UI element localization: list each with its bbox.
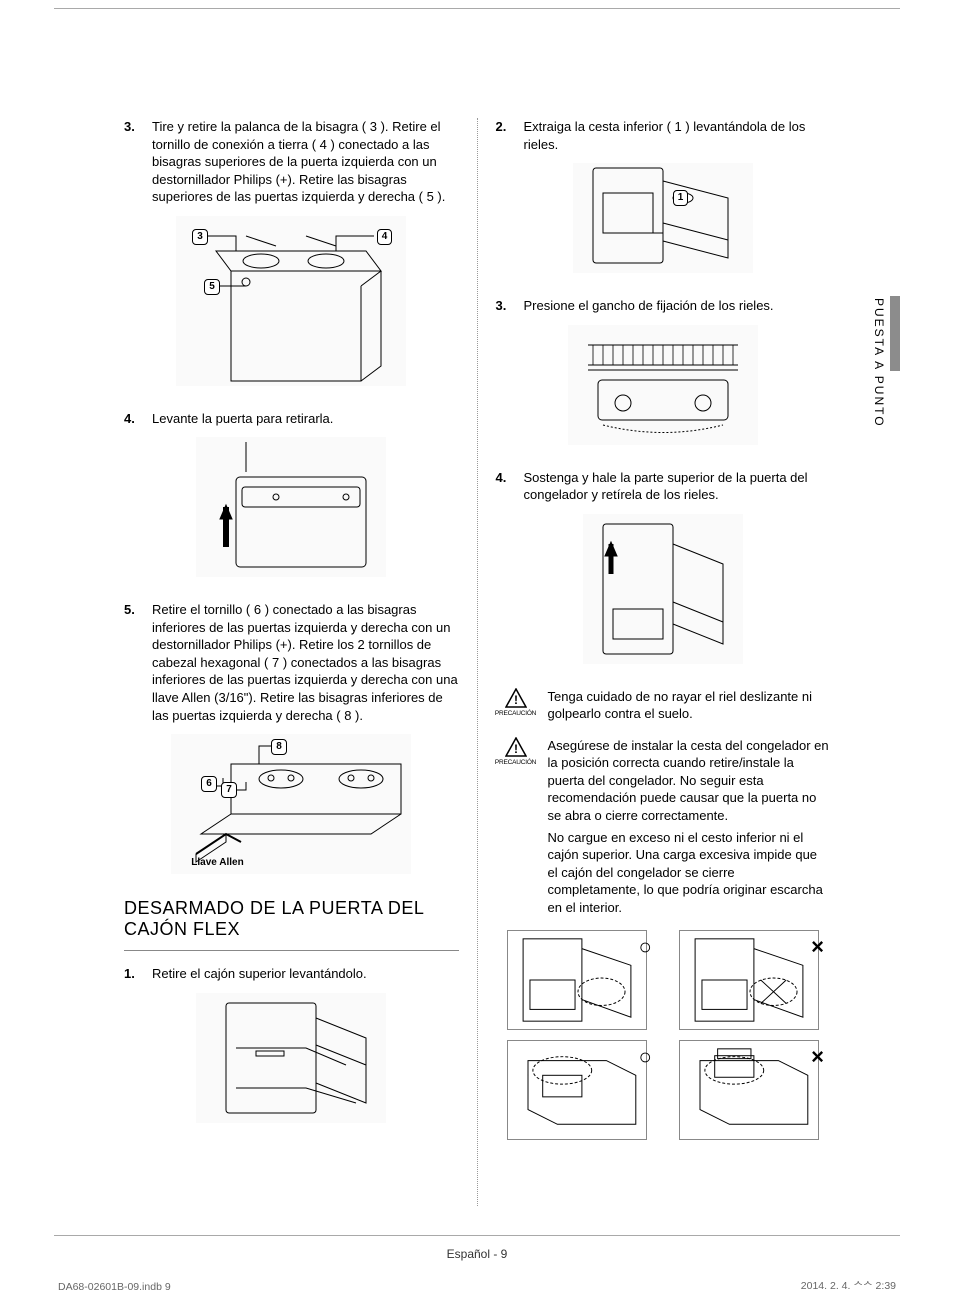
bad-bottom-illustration bbox=[679, 1040, 819, 1140]
ok-mark: ○ bbox=[638, 1044, 651, 1070]
step-text: Retire el tornillo ( 6 ) conectado a las… bbox=[152, 601, 459, 724]
basket-remove-illustration bbox=[573, 163, 753, 273]
caution-2: ! PRECAUCIÓN Asegúrese de instalar la ce… bbox=[496, 737, 831, 916]
left-figure-4 bbox=[124, 437, 459, 577]
grid-cell-bad-top: × bbox=[668, 930, 830, 1030]
ok-top-illustration bbox=[507, 930, 647, 1030]
grid-cell-ok-top: ○ bbox=[496, 930, 658, 1030]
step-text: Sostenga y hale la parte superior de la … bbox=[524, 469, 831, 504]
callout-1: 1 bbox=[673, 190, 689, 206]
step-text: Levante la puerta para retirarla. bbox=[152, 410, 459, 428]
step-number: 4. bbox=[496, 469, 514, 504]
bad-mark: × bbox=[811, 1044, 824, 1070]
right-figure-2: 1 bbox=[496, 163, 831, 273]
left-step-4: 4. Levante la puerta para retirarla. bbox=[124, 410, 459, 428]
left-step-3: 3. Tire y retire la palanca de la bisagr… bbox=[124, 118, 459, 206]
caution-text-wrap: Asegúrese de instalar la cesta del conge… bbox=[548, 737, 831, 916]
hinge-top-illustration bbox=[176, 216, 406, 386]
svg-text:!: ! bbox=[514, 742, 518, 756]
right-figure-3 bbox=[496, 325, 831, 445]
callout-7: 7 bbox=[221, 782, 237, 798]
caution-icon: ! PRECAUCIÓN bbox=[496, 737, 536, 916]
step-number: 2. bbox=[496, 118, 514, 153]
caution-icon: ! PRECAUCIÓN bbox=[496, 688, 536, 723]
grid-cell-bad-bottom: × bbox=[668, 1040, 830, 1140]
lift-door-illustration bbox=[196, 437, 386, 577]
left-figure-5: 6 7 8 Llave Allen bbox=[124, 734, 459, 874]
correct-incorrect-grid: ○ × bbox=[496, 930, 831, 1140]
step-number: 3. bbox=[124, 118, 142, 206]
bad-mark: × bbox=[811, 934, 824, 960]
callout-6: 6 bbox=[201, 776, 217, 792]
bad-top-illustration bbox=[679, 930, 819, 1030]
callout-3: 3 bbox=[192, 229, 208, 245]
caution-label: PRECAUCIÓN bbox=[495, 710, 536, 719]
step-text: Presione el gancho de fijación de los ri… bbox=[524, 297, 831, 315]
step-number: 1. bbox=[124, 965, 142, 983]
step-number: 5. bbox=[124, 601, 142, 724]
caution-text: Tenga cuidado de no rayar el riel desliz… bbox=[548, 688, 831, 723]
step-text: Extraiga la cesta inferior ( 1 ) levantá… bbox=[524, 118, 831, 153]
allen-key-label: Llave Allen bbox=[191, 857, 243, 868]
right-step-4: 4. Sostenga y hale la parte superior de … bbox=[496, 469, 831, 504]
caution-text-b: No cargue en exceso ni el cesto inferior… bbox=[548, 829, 831, 917]
step-number: 4. bbox=[124, 410, 142, 428]
page-footer: Español - 9 bbox=[0, 1247, 954, 1261]
svg-text:!: ! bbox=[514, 693, 518, 707]
rail-hook-illustration bbox=[568, 325, 758, 445]
callout-8: 8 bbox=[271, 739, 287, 755]
section-rule bbox=[124, 950, 459, 951]
grid-cell-ok-bottom: ○ bbox=[496, 1040, 658, 1140]
caution-label: PRECAUCIÓN bbox=[495, 759, 536, 768]
right-step-2: 2. Extraiga la cesta inferior ( 1 ) leva… bbox=[496, 118, 831, 153]
caution-text-a: Asegúrese de instalar la cesta del conge… bbox=[548, 737, 831, 825]
step-text: Retire el cajón superior levantándolo. bbox=[152, 965, 459, 983]
step-number: 3. bbox=[496, 297, 514, 315]
caution-1: ! PRECAUCIÓN Tenga cuidado de no rayar e… bbox=[496, 688, 831, 723]
drawer-lift-illustration bbox=[196, 993, 386, 1123]
print-footer-right: 2014. 2. 4. ᄉᄉ 2:39 bbox=[801, 1278, 896, 1293]
section-title: DESARMADO DE LA PUERTA DEL CAJÓN FLEX bbox=[124, 898, 459, 940]
callout-4: 4 bbox=[377, 229, 393, 245]
hinge-bottom-illustration bbox=[171, 734, 411, 874]
left-column: 3. Tire y retire la palanca de la bisagr… bbox=[124, 118, 459, 1206]
content-area: 3. Tire y retire la palanca de la bisagr… bbox=[54, 8, 900, 1236]
ok-bottom-illustration bbox=[507, 1040, 647, 1140]
ok-mark: ○ bbox=[638, 934, 651, 960]
freezer-door-pull-illustration bbox=[583, 514, 743, 664]
left-step-1: 1. Retire el cajón superior levantándolo… bbox=[124, 965, 459, 983]
left-figure-3: 3 4 5 bbox=[124, 216, 459, 386]
left-step-5: 5. Retire el tornillo ( 6 ) conectado a … bbox=[124, 601, 459, 724]
column-divider bbox=[477, 118, 478, 1206]
right-column: 2. Extraiga la cesta inferior ( 1 ) leva… bbox=[496, 118, 831, 1206]
callout-5: 5 bbox=[204, 279, 220, 295]
print-footer-left: DA68-02601B-09.indb 9 bbox=[58, 1281, 171, 1293]
step-text: Tire y retire la palanca de la bisagra (… bbox=[152, 118, 459, 206]
right-step-3: 3. Presione el gancho de fijación de los… bbox=[496, 297, 831, 315]
left-figure-1 bbox=[124, 993, 459, 1123]
right-figure-4 bbox=[496, 514, 831, 664]
